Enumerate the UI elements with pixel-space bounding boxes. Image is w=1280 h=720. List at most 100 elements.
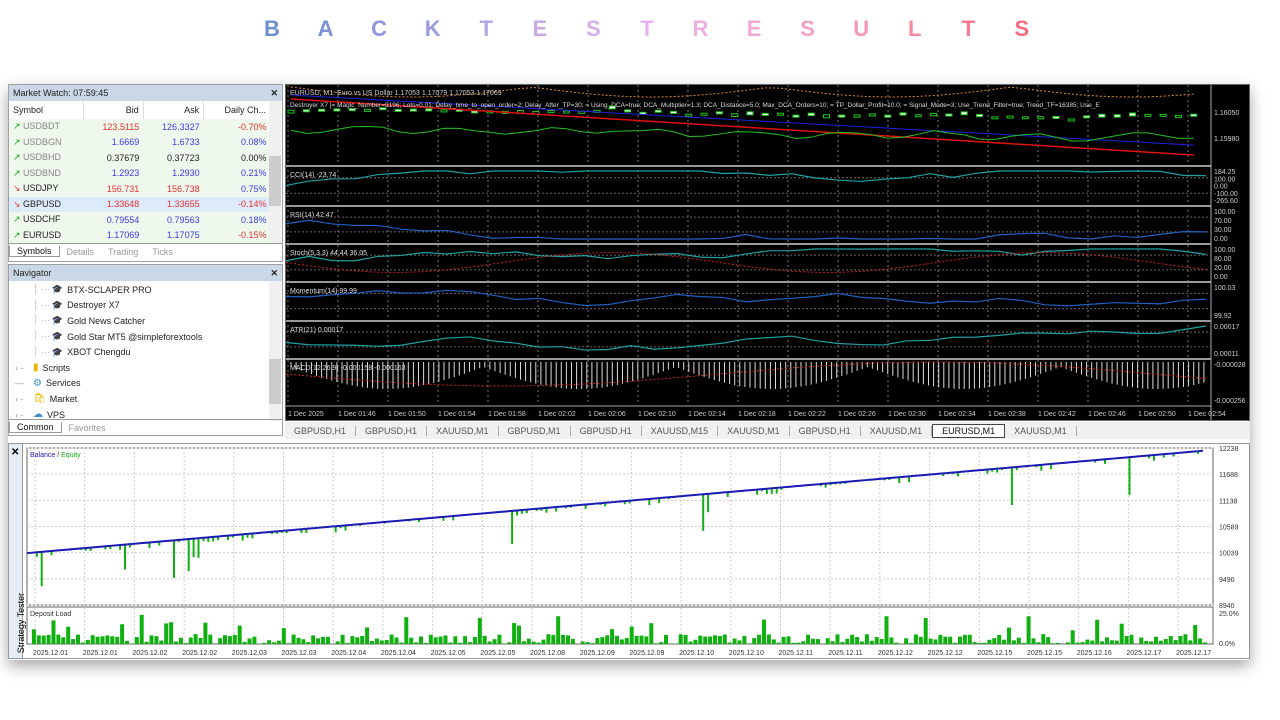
- title-letter: B: [264, 16, 280, 41]
- chevron-right-icon[interactable]: › -: [15, 362, 24, 373]
- deposit-load-bar: [938, 634, 943, 644]
- deposit-load-bar: [66, 626, 71, 644]
- folder-market[interactable]: › - 🛍 Market: [9, 391, 282, 407]
- legend-separator: /: [55, 452, 61, 459]
- chevron-right-icon[interactable]: › -: [15, 409, 24, 420]
- column-header[interactable]: Daily Ch...: [203, 101, 271, 119]
- chart-canvas[interactable]: EURUSD, M1: Euro vs US Dollar 1.17053 1.…: [285, 85, 1249, 420]
- close-icon[interactable]: ✕: [11, 447, 20, 458]
- time-label: 1 Dec 01:50: [388, 411, 426, 418]
- navigator-header: Navigator ✕: [9, 265, 282, 281]
- chart-tab[interactable]: GBPUSD,H1: [790, 425, 861, 436]
- deposit-load-bar: [727, 642, 732, 644]
- symbol-row[interactable]: ↘ USDJPY 156.731 156.738 0.75%: [9, 181, 271, 197]
- arrow-up-icon: ↗: [13, 214, 24, 225]
- title-letter: A: [317, 16, 334, 41]
- expert-advisor-icon: 🎓: [51, 299, 64, 310]
- symbol-row[interactable]: ↗ USDCHF 0.79554 0.79563 0.18%: [9, 212, 271, 228]
- bid-value: 1.33648: [83, 196, 144, 212]
- deposit-load-bar: [409, 637, 414, 644]
- deposit-load-bar: [1203, 642, 1207, 644]
- candle: [1052, 115, 1060, 119]
- deposit-load-bar: [120, 624, 125, 644]
- deposit-load-bar: [1158, 640, 1163, 644]
- symbol-row[interactable]: ↗ USDBDT 123.5115 126.3327 -0.70%: [9, 119, 271, 135]
- tab-favorites[interactable]: Favorites: [68, 422, 106, 433]
- chart-tab[interactable]: XAUUSD,M1: [1005, 425, 1077, 436]
- market-watch-title: Market Watch: 07:59:45: [13, 88, 109, 98]
- tab-common[interactable]: Common: [9, 422, 62, 433]
- chart-tab[interactable]: XAUUSD,M1: [427, 425, 499, 436]
- close-icon[interactable]: ✕: [270, 87, 278, 98]
- arrow-up-icon: ↗: [13, 167, 24, 178]
- deposit-load-bar: [272, 642, 276, 644]
- expert-item[interactable]: ┊ ··· 🎓 BTX-SCLAPER PRO: [9, 282, 282, 298]
- chart-tab[interactable]: XAUUSD,M1: [861, 425, 933, 436]
- chevron-right-icon[interactable]: › -: [15, 393, 24, 404]
- expert-item[interactable]: ┊ ··· 🎓 Destroyer X7: [9, 298, 282, 314]
- chevron-right-icon[interactable]: —: [15, 378, 24, 389]
- chart-tab[interactable]: EURUSD,M1: [932, 423, 1006, 438]
- date-label: 2025.12.10: [679, 650, 714, 657]
- deposit-load-bar: [1036, 642, 1041, 644]
- chart-tab[interactable]: GBPUSD,H1: [285, 425, 357, 436]
- scrollbar[interactable]: [269, 281, 281, 421]
- deposit-load-bar: [894, 642, 899, 644]
- indicator-label: CCI(14) -23.74: [290, 172, 336, 179]
- symbol-row[interactable]: ↗ EURUSD 1.17069 1.17075 -0.15%: [9, 227, 271, 243]
- date-label: 2025.12.03: [232, 650, 267, 657]
- column-header[interactable]: Symbol: [9, 101, 85, 119]
- chart-tab[interactable]: GBPUSD,H1: [356, 425, 428, 436]
- symbol-row[interactable]: ↗ USDBGN 1.6669 1.6733 0.08%: [9, 134, 271, 150]
- deposit-load-bar: [487, 641, 492, 644]
- column-header[interactable]: Ask: [143, 101, 205, 119]
- deposit-load-bar: [1149, 641, 1154, 644]
- ask-value: 1.33655: [143, 196, 204, 212]
- tab-details[interactable]: Details: [66, 246, 95, 257]
- expert-item[interactable]: ┊ ··· 🎓 Gold Star MT5 @simpleforextools: [9, 329, 282, 345]
- tab-symbols[interactable]: Symbols: [9, 246, 60, 257]
- expert-name: Gold News Catcher: [67, 315, 146, 326]
- indicator-tick: 70.00: [1214, 218, 1232, 225]
- expert-item[interactable]: ┊ ··· 🎓 Gold News Catcher: [9, 313, 282, 329]
- date-label: 2025.12.16: [1077, 650, 1112, 657]
- symbol-row[interactable]: ↘ GBPUSD 1.33648 1.33655 -0.14%: [9, 196, 271, 212]
- date-label: 2025.12.12: [878, 650, 913, 657]
- deposit-load-bar: [664, 635, 668, 644]
- deposit-load-bar: [791, 642, 796, 644]
- folder-vps[interactable]: › - ☁ VPS: [9, 407, 282, 423]
- chart-tab[interactable]: GBPUSD,M1: [499, 425, 571, 436]
- time-label: 1 Dec 01:54: [438, 411, 476, 418]
- chart-tab[interactable]: GBPUSD,H1: [571, 425, 642, 436]
- deposit-load-bar: [1075, 642, 1080, 644]
- time-label: 1 Dec 02:06: [588, 411, 626, 418]
- chart-tab[interactable]: XAUUSD,M15: [642, 425, 719, 436]
- deposit-load-bar: [193, 634, 198, 644]
- column-header[interactable]: Bid: [83, 101, 144, 119]
- deposit-load-bar: [541, 639, 546, 644]
- deposit-load-bar: [335, 641, 340, 644]
- deposit-load-bar: [105, 635, 110, 644]
- scrollbar[interactable]: [269, 101, 281, 243]
- deposit-load-bar: [1193, 625, 1198, 644]
- deposit-load-bar: [928, 638, 933, 644]
- price-chart[interactable]: EURUSD, M1: Euro vs US Dollar 1.17053 1.…: [285, 84, 1250, 421]
- chart-tab[interactable]: XAUUSD,M1: [718, 425, 790, 436]
- tab-ticks[interactable]: Ticks: [152, 246, 173, 257]
- indicator-label: MACD(12,26,9) -0.000158 -0.000163: [290, 365, 406, 372]
- folder-services[interactable]: — ⚙ Services: [9, 376, 282, 392]
- close-icon[interactable]: ✕: [270, 267, 278, 278]
- title-letter: S: [1014, 16, 1030, 41]
- deposit-load-bar: [423, 643, 428, 644]
- folder-scripts[interactable]: › - ▮ Scripts: [9, 360, 282, 376]
- time-label: 1 Dec 02:46: [1088, 411, 1126, 418]
- symbol-row[interactable]: ↗ USDBHD 0.37679 0.37723 0.00%: [9, 150, 271, 166]
- deposit-load-bar: [698, 635, 703, 644]
- deposit-load-bar: [801, 641, 806, 644]
- deposit-load-bar: [659, 642, 664, 644]
- symbol-row[interactable]: ↗ USDBND 1.2923 1.2930 0.21%: [9, 165, 271, 181]
- indicator-tick: 0.00017: [1214, 324, 1239, 331]
- deposit-load-bar: [276, 640, 281, 644]
- expert-item[interactable]: ┊ ··· 🎓 XBOT Chengdu: [9, 344, 282, 360]
- tab-trading[interactable]: Trading: [108, 246, 139, 257]
